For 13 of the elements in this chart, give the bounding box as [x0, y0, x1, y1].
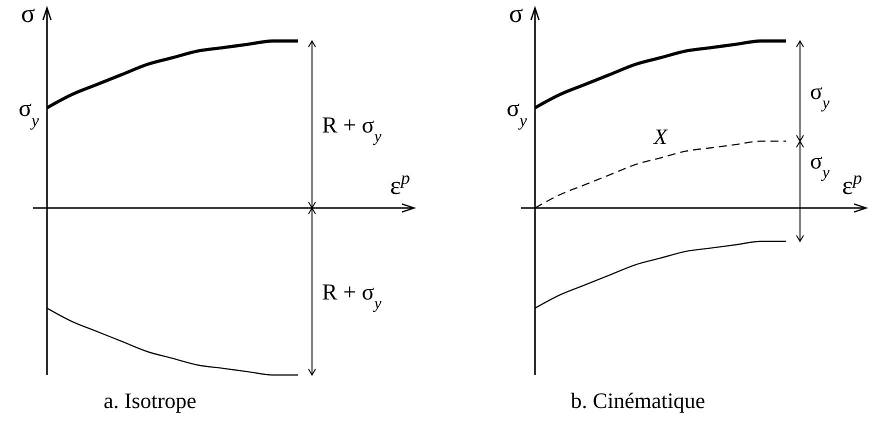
- annotation: σ$_{y}$: [18, 96, 40, 130]
- annotation: σ$_{y}$: [506, 96, 528, 130]
- text: a. Isotrope: [104, 388, 196, 413]
- x-axis-title: ε$^{p}$: [390, 168, 410, 200]
- text: σ$_{y}$: [810, 79, 830, 112]
- x-axis-title: ε$^{p}$: [842, 168, 862, 200]
- text: b. Cinématique: [570, 388, 706, 413]
- text: R + σ$_{y}$: [322, 280, 382, 312]
- series-label: X: [652, 124, 669, 149]
- y-axis-title: σ: [20, 0, 35, 28]
- text: σ$_{y}$: [810, 148, 830, 182]
- text: R + σ$_{y}$: [322, 112, 382, 145]
- y-axis-title: σ: [508, 0, 523, 28]
